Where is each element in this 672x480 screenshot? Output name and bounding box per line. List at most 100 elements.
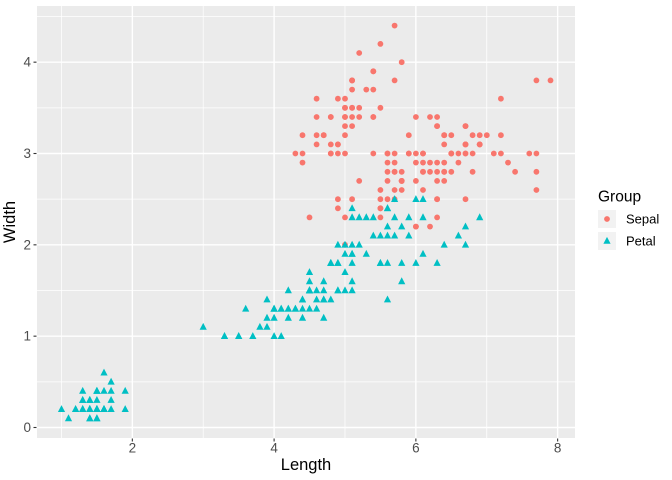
data-point-sepal	[469, 150, 476, 157]
data-point-sepal	[441, 178, 448, 184]
data-point-sepal	[391, 77, 398, 84]
data-point-petal	[79, 405, 87, 412]
data-point-petal	[291, 304, 299, 312]
data-point-petal	[270, 304, 278, 312]
data-point-sepal	[533, 77, 540, 84]
data-point-petal	[348, 204, 356, 212]
data-point-petal	[383, 259, 392, 266]
data-point-sepal	[413, 159, 419, 166]
data-point-sepal	[335, 95, 341, 102]
data-point-sepal	[427, 168, 433, 175]
data-point-sepal	[335, 205, 341, 212]
data-point-sepal	[377, 196, 384, 203]
data-point-petal	[348, 277, 356, 285]
legend-label-petal: Petal	[626, 234, 656, 249]
data-point-sepal	[398, 59, 405, 66]
data-point-sepal	[391, 168, 398, 175]
data-point-petal	[362, 213, 370, 221]
data-point-petal	[419, 195, 427, 202]
y-tick-label: 0	[23, 420, 31, 435]
data-point-sepal	[498, 150, 504, 157]
data-point-sepal	[420, 159, 426, 166]
y-tick-label: 4	[23, 55, 31, 70]
data-point-sepal	[335, 196, 341, 203]
data-point-sepal	[533, 187, 540, 193]
data-point-petal	[100, 368, 108, 376]
data-point-sepal	[363, 86, 370, 93]
data-point-petal	[93, 405, 101, 412]
data-point-petal	[298, 304, 307, 312]
data-point-sepal	[349, 123, 355, 129]
data-point-petal	[369, 213, 377, 221]
data-point-sepal	[469, 168, 476, 175]
data-point-sepal	[533, 168, 540, 175]
data-point-petal	[79, 396, 87, 403]
data-point-petal	[369, 231, 377, 239]
data-point-sepal	[349, 114, 355, 120]
data-point-petal	[391, 195, 399, 202]
data-point-sepal	[370, 68, 377, 75]
panel-background	[37, 6, 575, 438]
data-point-petal	[334, 240, 342, 248]
data-point-petal	[398, 222, 406, 230]
data-point-petal	[263, 322, 271, 330]
data-point-sepal	[384, 196, 391, 203]
data-point-petal	[334, 286, 342, 294]
data-point-petal	[277, 304, 285, 312]
data-point-sepal	[427, 223, 433, 230]
data-point-sepal	[462, 123, 469, 129]
data-point-petal	[107, 377, 115, 385]
data-point-petal	[100, 386, 108, 394]
data-point-petal	[263, 295, 271, 303]
data-point-sepal	[441, 132, 448, 139]
data-point-petal	[348, 240, 356, 248]
data-point-sepal	[441, 159, 448, 166]
data-point-sepal	[342, 95, 348, 102]
data-point-sepal	[377, 41, 384, 47]
data-point-sepal	[320, 132, 327, 139]
petal-triangle-icon	[603, 236, 611, 244]
data-point-sepal	[327, 114, 334, 120]
x-tick-label: 4	[270, 441, 278, 456]
data-point-petal	[320, 295, 328, 303]
data-point-petal	[461, 240, 470, 248]
data-point-petal	[298, 295, 307, 303]
data-point-sepal	[505, 159, 511, 166]
data-point-sepal	[498, 132, 504, 139]
data-point-sepal	[391, 22, 398, 29]
data-point-sepal	[498, 95, 504, 102]
data-point-petal	[305, 277, 314, 285]
data-point-sepal	[349, 104, 355, 111]
data-point-petal	[398, 277, 406, 285]
x-axis-title: Length	[281, 456, 331, 474]
y-tick-label: 1	[23, 329, 31, 344]
data-point-sepal	[455, 159, 462, 166]
data-point-petal	[419, 249, 427, 257]
data-point-sepal	[377, 104, 384, 111]
data-point-petal	[305, 286, 314, 294]
data-point-sepal	[327, 141, 334, 148]
data-point-sepal	[391, 187, 398, 193]
data-point-petal	[107, 386, 115, 394]
data-point-sepal	[420, 168, 426, 175]
x-tick-label: 8	[554, 441, 562, 456]
y-tick-label: 2	[23, 237, 31, 252]
data-point-sepal	[434, 159, 440, 166]
data-point-petal	[320, 277, 328, 285]
data-point-sepal	[370, 114, 377, 120]
data-point-sepal	[398, 178, 405, 184]
data-point-sepal	[299, 159, 306, 166]
sepal-point-icon	[604, 216, 610, 222]
data-point-sepal	[342, 150, 348, 157]
data-point-petal	[313, 295, 321, 303]
data-point-petal	[341, 268, 349, 275]
data-point-sepal	[299, 150, 306, 157]
data-point-sepal	[356, 104, 363, 111]
data-point-sepal	[349, 86, 355, 93]
data-point-petal	[121, 386, 129, 394]
data-point-sepal	[335, 141, 341, 148]
data-point-petal	[284, 313, 292, 321]
data-point-petal	[220, 332, 229, 339]
data-point-petal	[305, 304, 314, 312]
x-tick-label: 2	[129, 441, 137, 456]
